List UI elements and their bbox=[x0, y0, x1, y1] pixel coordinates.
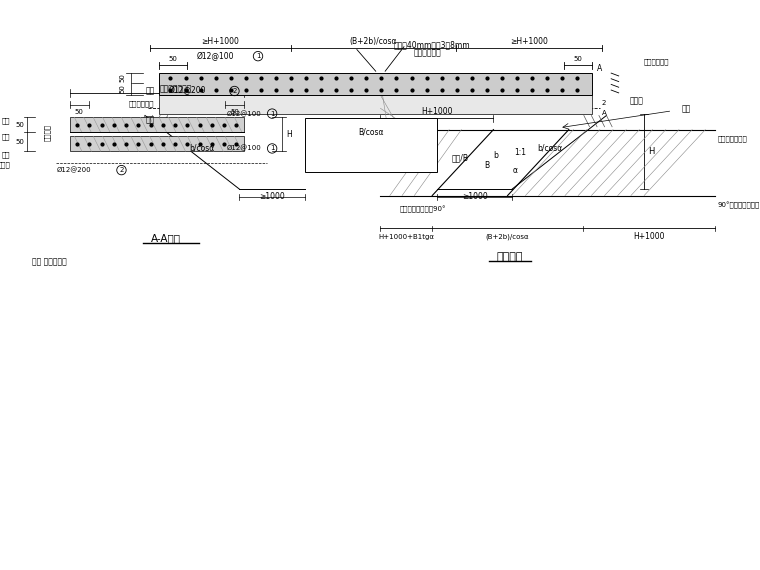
Text: 底基层: 底基层 bbox=[0, 161, 11, 168]
Text: 2: 2 bbox=[602, 100, 606, 106]
Text: 50: 50 bbox=[15, 122, 24, 128]
Text: 普通混凝土面板，90°: 普通混凝土面板，90° bbox=[399, 206, 446, 213]
Text: 面层: 面层 bbox=[2, 134, 11, 140]
Text: (B+2b)/cosα: (B+2b)/cosα bbox=[350, 36, 397, 46]
Text: 50: 50 bbox=[119, 74, 125, 82]
Bar bbox=[305, 119, 437, 172]
Text: Ø12@200: Ø12@200 bbox=[169, 87, 206, 96]
Text: ≥H+1000: ≥H+1000 bbox=[510, 36, 548, 46]
Text: 纵向缩缝: 纵向缩缝 bbox=[44, 124, 51, 141]
Text: 50: 50 bbox=[74, 109, 84, 115]
Text: 2: 2 bbox=[119, 167, 124, 173]
Text: 设传力杆平缚: 设传力杆平缚 bbox=[644, 59, 670, 65]
Text: Ø12@100: Ø12@100 bbox=[197, 52, 234, 60]
Bar bbox=[159, 73, 592, 95]
Text: H: H bbox=[287, 130, 292, 139]
Text: b: b bbox=[493, 150, 499, 160]
Text: (B+2b)/cosα: (B+2b)/cosα bbox=[486, 234, 530, 240]
Text: 50: 50 bbox=[574, 56, 583, 62]
Text: Ø12@100: Ø12@100 bbox=[226, 111, 261, 117]
Text: B: B bbox=[484, 161, 489, 170]
Text: 注： 单位：毫米: 注： 单位：毫米 bbox=[32, 257, 67, 266]
Text: H+1000: H+1000 bbox=[633, 233, 664, 242]
Text: 底基层或整层: 底基层或整层 bbox=[129, 101, 154, 108]
Text: ≥1000: ≥1000 bbox=[462, 192, 487, 201]
Text: B/cosα: B/cosα bbox=[358, 128, 384, 137]
Text: A: A bbox=[602, 109, 606, 116]
Text: 一设传力杆平缚: 一设传力杆平缚 bbox=[717, 136, 747, 142]
Text: Ø12@100: Ø12@100 bbox=[226, 145, 261, 152]
Text: 1: 1 bbox=[270, 145, 274, 152]
Text: ≥H+1000: ≥H+1000 bbox=[201, 36, 239, 46]
Text: 2: 2 bbox=[233, 88, 236, 94]
Text: 平面布置: 平面布置 bbox=[497, 252, 523, 262]
Text: 1:1: 1:1 bbox=[514, 148, 526, 157]
Text: α: α bbox=[512, 166, 517, 174]
Text: 拉杆: 拉杆 bbox=[2, 118, 11, 124]
Bar bbox=[70, 136, 244, 151]
Text: 土基: 土基 bbox=[145, 116, 154, 125]
Text: b/cosα: b/cosα bbox=[189, 143, 214, 152]
Bar bbox=[70, 117, 244, 132]
Text: 纠层/B: 纠层/B bbox=[452, 153, 469, 162]
Text: ≥1000: ≥1000 bbox=[259, 192, 285, 201]
Text: 1: 1 bbox=[256, 53, 260, 59]
Text: 基层: 基层 bbox=[2, 152, 11, 158]
Text: 50: 50 bbox=[230, 109, 239, 115]
Text: 用填缝料填塞: 用填缝料填塞 bbox=[413, 49, 442, 58]
Text: 50: 50 bbox=[119, 84, 125, 93]
Text: 90°普通混凝土面板: 90°普通混凝土面板 bbox=[717, 201, 760, 209]
Text: H+1000: H+1000 bbox=[421, 107, 453, 116]
Text: 切缝深40mm、宽3～8mm: 切缝深40mm、宽3～8mm bbox=[394, 40, 470, 50]
Text: 1: 1 bbox=[270, 111, 274, 117]
Text: 传力杆: 传力杆 bbox=[630, 96, 644, 105]
Text: 50: 50 bbox=[15, 139, 24, 145]
Text: H: H bbox=[648, 146, 655, 156]
Text: 切缝: 切缝 bbox=[682, 104, 691, 113]
Text: 基层: 基层 bbox=[145, 87, 154, 96]
Text: Ø12@200: Ø12@200 bbox=[57, 167, 92, 173]
Text: A: A bbox=[597, 64, 603, 73]
Text: A-A断面: A-A断面 bbox=[151, 233, 181, 243]
Text: H+1000+B1tgα: H+1000+B1tgα bbox=[378, 234, 435, 240]
Text: 水泥混凝土板宽: 水泥混凝土板宽 bbox=[160, 84, 192, 93]
Text: 50: 50 bbox=[169, 56, 178, 62]
Text: b/cosα: b/cosα bbox=[537, 143, 562, 152]
Bar bbox=[159, 95, 592, 113]
